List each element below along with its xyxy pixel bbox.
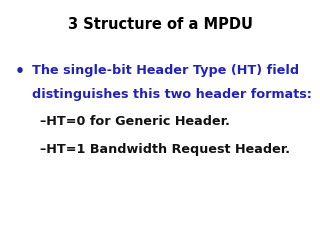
Text: distinguishes this two header formats:: distinguishes this two header formats:	[32, 88, 312, 101]
Text: –HT=1 Bandwidth Request Header.: –HT=1 Bandwidth Request Header.	[40, 143, 290, 156]
Text: 3 Structure of a MPDU: 3 Structure of a MPDU	[68, 17, 252, 32]
Text: –HT=0 for Generic Header.: –HT=0 for Generic Header.	[40, 115, 230, 128]
Text: •: •	[14, 64, 24, 79]
Text: The single-bit Header Type (HT) field: The single-bit Header Type (HT) field	[32, 64, 299, 77]
